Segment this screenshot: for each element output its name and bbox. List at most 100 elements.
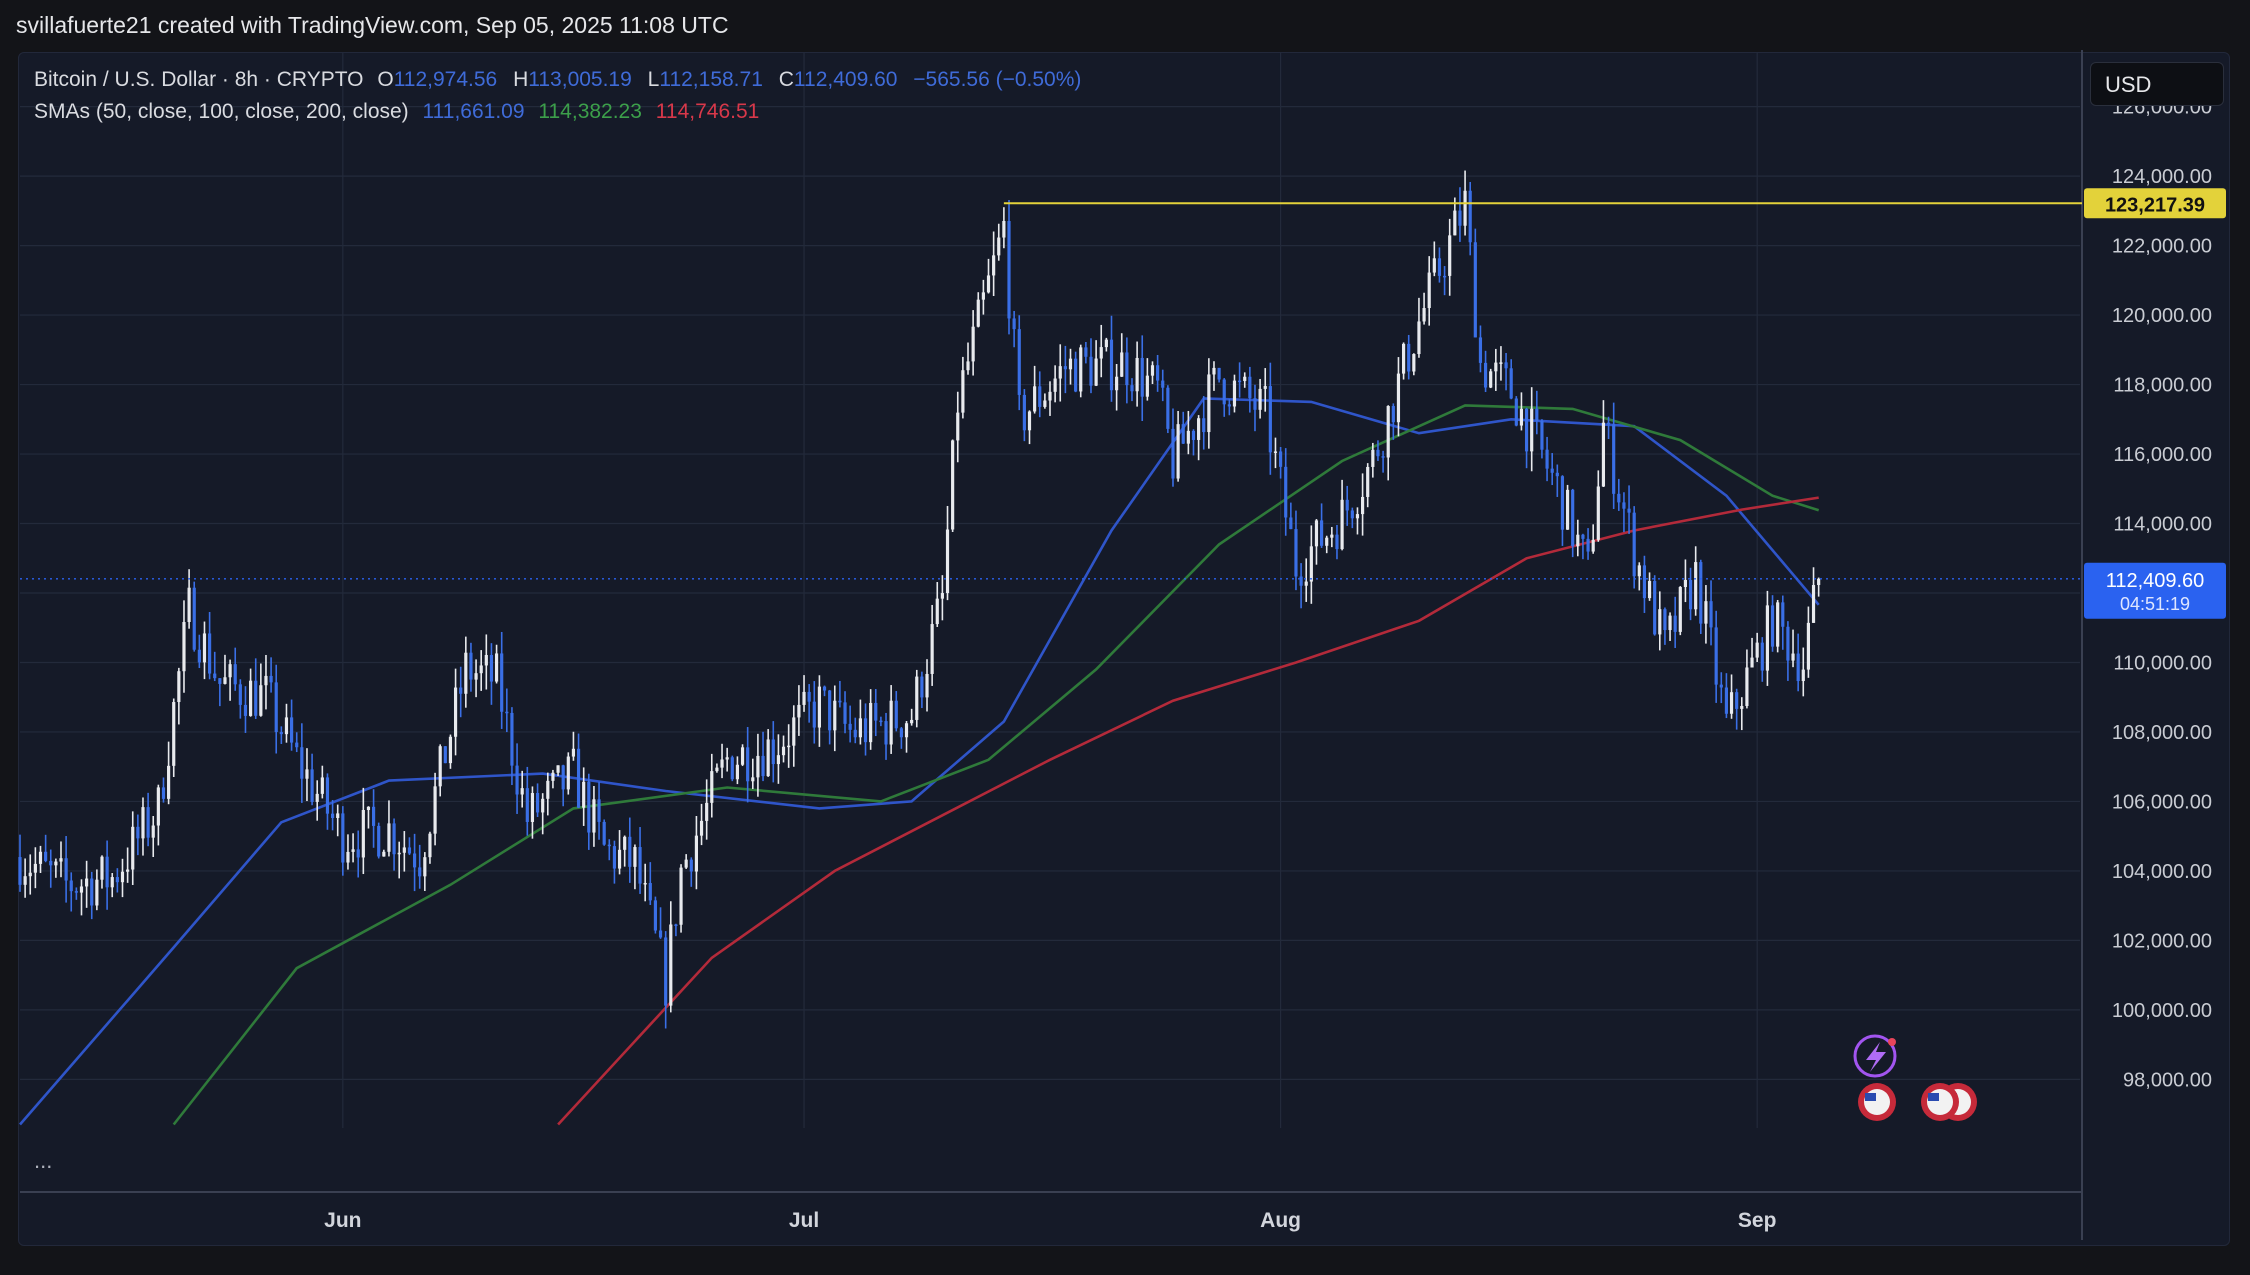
- close-value: 112,409.60: [793, 68, 898, 91]
- candle-body: [1320, 520, 1324, 546]
- candle-body: [520, 788, 524, 795]
- candle-body: [172, 702, 176, 766]
- candle-body: [617, 849, 622, 869]
- candle-body: [740, 747, 745, 765]
- candle-body: [1801, 669, 1805, 682]
- candle-body: [279, 732, 283, 735]
- candle-body: [1591, 539, 1595, 552]
- candle-body: [828, 690, 832, 731]
- candle-body: [889, 700, 893, 745]
- last-price-label: 112,409.60: [2106, 570, 2205, 592]
- candle-body: [479, 665, 483, 674]
- candle-body: [730, 757, 734, 780]
- candle-body: [54, 861, 58, 866]
- candle-body: [735, 764, 740, 780]
- candle-body: [346, 851, 350, 863]
- candle-body: [1724, 687, 1729, 714]
- candle-body: [1366, 466, 1370, 497]
- candle-body: [141, 807, 145, 839]
- candle-body: [664, 937, 668, 1006]
- candle-body: [1791, 653, 1795, 661]
- candle-body: [28, 872, 32, 877]
- candle-body: [1658, 609, 1662, 635]
- resistance-line: [20, 202, 2082, 580]
- candle-body: [1617, 493, 1621, 503]
- candle-body: [59, 858, 63, 862]
- candle-body: [607, 844, 611, 847]
- candle-body: [981, 292, 985, 300]
- candle-body: [1012, 318, 1016, 330]
- candle-body: [49, 860, 53, 866]
- candle-body: [18, 857, 22, 885]
- candle-body: [1330, 534, 1334, 538]
- candle-body: [305, 769, 309, 779]
- candle-body: [623, 836, 627, 850]
- candle-body: [1089, 356, 1093, 386]
- candle-body: [1545, 449, 1549, 469]
- candle-body: [766, 739, 770, 777]
- candle-body: [1391, 406, 1395, 423]
- candle-body: [1150, 365, 1155, 376]
- candle-body: [1760, 642, 1764, 671]
- candle-body: [192, 587, 196, 650]
- candle-body: [64, 858, 68, 881]
- candle-body: [653, 900, 658, 931]
- candle-body: [1442, 275, 1447, 278]
- candle-body: [264, 675, 268, 686]
- candle-body: [863, 718, 868, 743]
- candle-body: [351, 849, 355, 852]
- candle-body: [976, 299, 980, 327]
- candle-body: [474, 673, 478, 680]
- watermark: svillafuerte21 created with TradingView.…: [16, 12, 729, 38]
- open-value: 112,974.56: [393, 68, 498, 91]
- candle-body: [1253, 398, 1257, 410]
- candle-body: [725, 757, 729, 760]
- candle-body: [1345, 499, 1349, 511]
- candle-body: [177, 671, 181, 703]
- more-menu-icon[interactable]: ...: [34, 1148, 53, 1173]
- candle-body: [1745, 667, 1749, 707]
- candle-body: [848, 723, 852, 730]
- currency-button[interactable]: USD: [2090, 62, 2224, 106]
- candle-body: [1530, 408, 1534, 452]
- sma100-value: 114,382.23: [538, 100, 642, 123]
- candle-body: [899, 728, 903, 738]
- candle-body: [1427, 272, 1431, 309]
- candle-body: [679, 867, 683, 925]
- candle-body: [1514, 398, 1518, 426]
- candle-body: [428, 833, 432, 858]
- candle-body: [407, 847, 412, 854]
- sma-line-2: [172, 404, 1820, 1126]
- candle-body: [69, 880, 73, 892]
- sma-label[interactable]: SMAs (50, close, 100, close, 200, close): [34, 100, 409, 123]
- price-tick-label: 110,000.00: [2113, 652, 2212, 674]
- change-value: −565.56 (−0.50%): [913, 68, 1082, 91]
- candle-body: [1043, 400, 1047, 407]
- candle-body: [715, 767, 719, 772]
- candle-body: [530, 793, 535, 822]
- symbol-name[interactable]: Bitcoin / U.S. Dollar · 8h · CRYPTO: [34, 68, 364, 91]
- candle-body: [746, 747, 750, 782]
- high-value: 113,005.19: [528, 68, 632, 91]
- candle-body: [1166, 387, 1170, 429]
- candle-body: [1258, 388, 1262, 410]
- candle-body: [464, 652, 468, 694]
- resistance-badge: [2084, 188, 2226, 219]
- candle-body: [438, 746, 442, 787]
- candle-body: [320, 777, 324, 794]
- candle-body: [377, 825, 381, 857]
- candle-body: [771, 739, 775, 765]
- candle-body: [1540, 420, 1544, 450]
- candle-body: [1360, 496, 1365, 515]
- candle-body: [1325, 537, 1329, 546]
- candle-body: [1663, 609, 1667, 631]
- last-price-badge: [2084, 562, 2226, 619]
- candle-body: [1381, 456, 1385, 458]
- candle-body: [1483, 362, 1488, 388]
- candle-body: [705, 802, 709, 821]
- candle-body: [1565, 489, 1570, 530]
- candle-body: [402, 847, 406, 853]
- candle-body: [1709, 601, 1713, 628]
